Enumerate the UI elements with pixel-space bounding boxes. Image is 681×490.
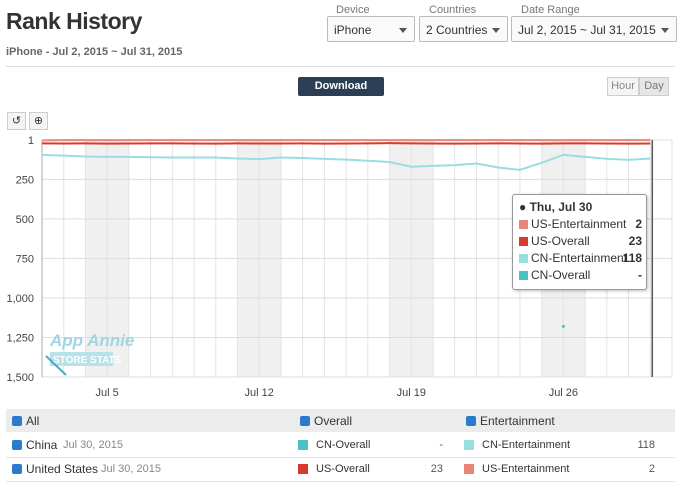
tooltip-series: CN-Overall [531,268,591,282]
hour-toggle[interactable]: Hour [607,77,639,96]
header-entertainment: Entertainment [480,414,555,428]
country: China [12,433,57,457]
y-tick-label: 500 [16,214,34,226]
header-overall: Overall [314,414,353,428]
country-name: China [26,438,58,452]
series-value: 118 [637,439,655,451]
watermark: App Annie [49,331,134,350]
date: Jul 30, 2015 [63,439,123,451]
series-value: 2 [648,463,655,475]
swatch [298,440,308,450]
tooltip-title: ● Thu, Jul 30 [519,200,593,214]
series-value: 23 [430,463,443,475]
y-tick-label: 250 [16,174,34,186]
day-toggle[interactable]: Day [639,77,669,96]
x-tick-label: Jul 12 [245,387,274,399]
checkbox[interactable] [466,416,476,426]
checkbox[interactable] [12,416,22,426]
tooltip-value: - [638,268,642,282]
zoom-button[interactable]: ⊕ [29,112,48,130]
swatch [464,464,474,474]
tooltip-value: 118 [622,251,642,265]
divider [6,66,675,67]
device-select[interactable]: iPhone [327,16,415,42]
tooltip-swatch [519,271,528,280]
series-name: US-Entertainment [482,463,570,475]
series-line [41,153,651,171]
header-all: All [26,414,40,428]
reset-zoom[interactable]: ↺ [7,112,26,130]
country: United States [12,457,98,481]
point [561,324,565,328]
watermark-box [50,352,113,366]
subtitle: iPhone - Jul 2, 2015 ~ Jul 31, 2015 [6,46,183,58]
series-value: - [439,439,443,451]
date: Jul 30, 2015 [101,463,161,475]
tooltip: ● Thu, Jul 30 US-Entertainment 2 US-Overal… [512,194,647,290]
legend-row: United States Jul 30, 2015 US-Overall 23 US-… [6,457,675,482]
y-tick-label: 1,500 [6,372,34,384]
filter-label: Countries [429,4,477,16]
country-name: United States [26,462,99,476]
checkbox[interactable] [12,440,22,450]
tooltip-swatch [519,237,528,246]
checkbox[interactable] [12,464,22,474]
x-tick-label: Jul 26 [549,387,578,399]
tooltip-value: 23 [628,234,642,248]
watermark-stroke [45,355,67,376]
series-name: US-Overall [316,463,370,475]
download-button[interactable]: Download Ranks [298,77,384,111]
series-name: CN-Overall [316,439,371,451]
tooltip-value: 2 [635,217,642,231]
tooltip-swatch [519,220,528,229]
legend-header: All Overall Entertainment [6,409,675,432]
y-tick-label: 1 [28,135,34,147]
y-tick-label: 1,000 [6,293,34,305]
watermark: STORE STATS [53,355,122,366]
legend-row: China Jul 30, 2015 CN-Overall - CN-Entertain… [6,433,675,458]
swatch [464,440,474,450]
x-tick-label: Jul 19 [397,387,426,399]
tooltip-series: US-Overall [531,234,590,248]
series-name: CN-Entertainment [482,439,571,451]
tooltip-series: CN-Entertainment [531,251,628,265]
countries-select[interactable]: 2 Countries [419,16,508,42]
swatch [298,464,308,474]
date-range-select[interactable]: Jul 2, 2015 ~ Jul 31, 2015 [511,16,677,42]
tooltip-date: Thu, Jul 30 [529,200,593,214]
y-tick-label: 1,250 [6,332,34,344]
page-title: Rank History [6,8,142,34]
checkbox[interactable] [300,416,310,426]
filter-label: Date Range [521,4,580,16]
tooltip-swatch [519,254,528,263]
y-tick-label: 750 [16,253,34,265]
filter-label: Device [336,4,370,16]
tooltip-series: US-Entertainment [531,217,627,231]
x-tick-label: Jul 5 [96,387,119,399]
